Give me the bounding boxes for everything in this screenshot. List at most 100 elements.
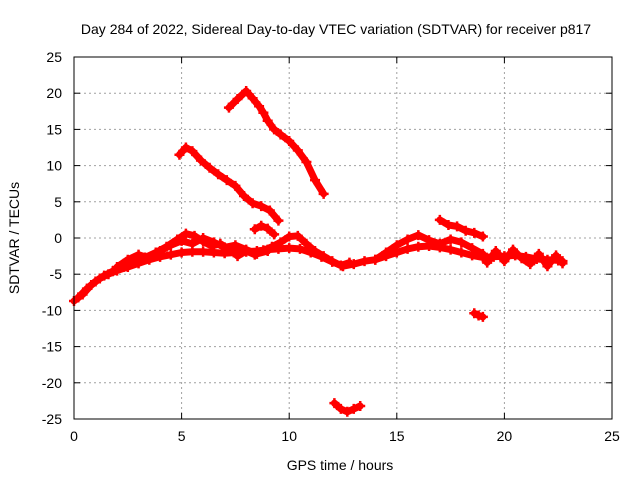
data-point — [204, 162, 215, 173]
data-point — [133, 249, 144, 260]
data-point — [90, 276, 101, 287]
series-track-short-9h — [249, 220, 280, 240]
y-tick-label: -10 — [42, 302, 62, 318]
x-tick-label: 0 — [70, 428, 78, 444]
data-point — [294, 243, 305, 254]
data-point — [223, 102, 234, 113]
data-point — [482, 257, 493, 268]
y-axis-label: SDTVAR / TECUs — [6, 182, 22, 294]
y-tick-label: 0 — [54, 230, 62, 246]
data-point — [232, 93, 243, 104]
y-tick-label: 15 — [46, 121, 62, 137]
data-point — [516, 253, 527, 264]
x-tick-label: 5 — [178, 428, 186, 444]
data-point — [258, 107, 269, 118]
data-point — [477, 311, 488, 322]
data-point — [249, 224, 260, 235]
data-point — [241, 244, 252, 255]
series-track-high-8h — [223, 86, 329, 199]
data-point — [335, 403, 346, 414]
series-track-17h — [434, 214, 488, 242]
x-tick-label: 25 — [604, 428, 620, 444]
grid — [74, 57, 612, 419]
data-point — [187, 238, 198, 249]
data-point — [256, 201, 267, 212]
data-point — [230, 240, 241, 251]
data-point — [262, 246, 273, 257]
data-point — [292, 230, 303, 241]
series-track — [483, 246, 566, 270]
axis-ticks: 0 5 10 15 20 25 -25 -20 -15 -10 -5 0 5 10 15 20 25 — [42, 49, 620, 444]
data-point — [262, 223, 273, 234]
y-tick-label: -20 — [42, 375, 62, 391]
data-point — [221, 175, 232, 186]
data-point — [381, 247, 392, 258]
data-point — [557, 258, 568, 269]
data-point — [262, 115, 273, 126]
data-point — [251, 248, 262, 259]
data-point — [273, 215, 284, 226]
data-point — [348, 403, 359, 414]
chart-title: Day 284 of 2022, Sidereal Day-to-day VTE… — [81, 21, 591, 37]
y-tick-label: 5 — [54, 194, 62, 210]
data-point — [165, 240, 176, 251]
data-point — [477, 231, 488, 242]
data-point — [247, 198, 258, 209]
data-point — [391, 240, 402, 251]
data-point — [335, 260, 346, 271]
data-point — [301, 238, 312, 249]
data-point — [434, 238, 445, 249]
data-point — [477, 248, 488, 259]
data-point — [402, 234, 413, 245]
x-axis-label: GPS time / hours — [287, 457, 394, 473]
data-point — [284, 243, 295, 254]
data-point — [174, 149, 185, 160]
data-point — [269, 124, 280, 135]
data-point — [155, 246, 166, 257]
y-tick-label: -15 — [42, 339, 62, 355]
data-point — [99, 270, 110, 281]
data-point — [542, 261, 553, 272]
data-point — [456, 247, 467, 258]
y-tick-label: -5 — [50, 266, 63, 282]
data-point — [525, 259, 536, 270]
data-point — [208, 247, 219, 258]
data-point — [327, 256, 338, 267]
x-tick-label: 15 — [389, 428, 405, 444]
data-point — [469, 227, 480, 238]
data-point — [241, 86, 252, 97]
data-point — [122, 254, 133, 265]
data-point — [230, 180, 241, 191]
data-point — [219, 242, 230, 253]
data-point — [256, 220, 267, 231]
series-track-main-c — [112, 233, 273, 272]
data-point — [508, 244, 519, 255]
data-point — [208, 237, 219, 248]
data-series — [69, 86, 568, 417]
data-point — [284, 135, 295, 146]
data-point — [355, 400, 366, 411]
series-track-main-d — [370, 230, 488, 265]
y-tick-label: 10 — [46, 158, 62, 174]
x-tick-label: 20 — [497, 428, 513, 444]
data-point — [456, 237, 467, 248]
data-point — [284, 231, 295, 242]
data-point — [445, 234, 456, 245]
data-point — [413, 230, 424, 241]
y-tick-label: 20 — [46, 85, 62, 101]
series-track — [251, 222, 278, 238]
data-point — [73, 292, 84, 303]
data-point — [176, 247, 187, 258]
data-point — [292, 145, 303, 156]
y-tick-label: -25 — [42, 411, 62, 427]
data-point — [452, 221, 463, 232]
data-point — [176, 235, 187, 246]
data-point — [402, 243, 413, 254]
data-point — [187, 146, 198, 157]
data-point — [445, 244, 456, 255]
data-point — [165, 249, 176, 260]
data-point — [310, 175, 321, 186]
data-point — [499, 256, 510, 267]
data-point — [359, 256, 370, 267]
